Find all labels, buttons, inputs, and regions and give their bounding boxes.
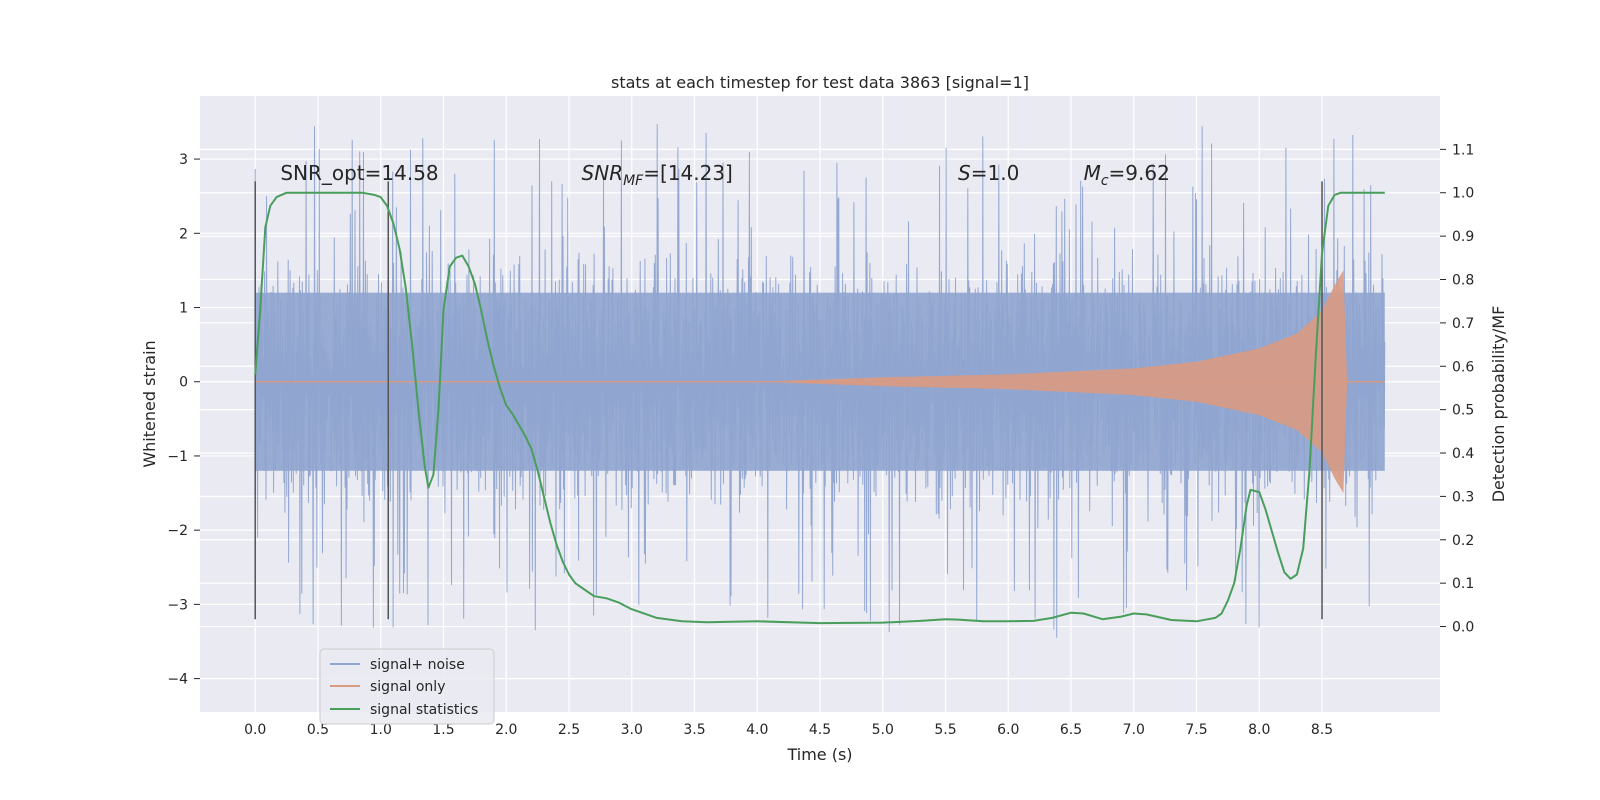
- annotation-part: S: [958, 161, 971, 185]
- annotation-snr-opt: SNR_opt=14.58: [280, 161, 438, 185]
- x-tick-label: 8.0: [1248, 722, 1270, 738]
- annotation-snr-mf: SNRMF=[14.23]: [582, 161, 733, 189]
- y2-axis-ticks: 1.1 1.0 0.9 0.8 0.7 0.6 0.5 0.4 0.3 0.2 0.1 0.0: [1440, 142, 1474, 636]
- x-tick-label: 7.0: [1123, 722, 1145, 738]
- annotation-part: c: [1101, 173, 1109, 189]
- y2-tick-label: 0.5: [1452, 403, 1474, 419]
- legend: signal+ noise signal only signal statist…: [319, 648, 495, 725]
- y-axis-label: Whitened strain: [140, 340, 159, 467]
- x-tick-label: 4.0: [746, 722, 768, 738]
- y-tick-label: −4: [167, 672, 188, 688]
- annotation-part: =[14.23]: [643, 161, 733, 185]
- x-tick-label: 0.0: [244, 722, 266, 738]
- chart-title: stats at each timestep for test data 386…: [611, 73, 1029, 92]
- y-tick-label: 1: [179, 301, 188, 317]
- legend-box: [319, 648, 495, 725]
- signal-only-series: [255, 270, 1385, 494]
- y2-tick-label: 0.0: [1452, 620, 1474, 636]
- y-tick-label: −3: [167, 597, 188, 613]
- annotation-mc-value: Mc=9.62: [1084, 161, 1170, 189]
- y2-tick-label: 0.2: [1452, 533, 1474, 549]
- x-tick-label: 3.5: [683, 722, 705, 738]
- annotation-part: SNR: [582, 161, 624, 185]
- annotation-s-value: S=1.0: [958, 161, 1019, 185]
- y2-tick-label: 0.9: [1452, 229, 1474, 245]
- y-tick-label: 3: [179, 152, 188, 168]
- y2-tick-label: 0.6: [1452, 359, 1474, 375]
- annotations: SNR_opt=14.58 SNRMF=[14.23] S=1.0 Mc=9.62: [280, 161, 1170, 189]
- x-tick-label: 1.5: [432, 722, 454, 738]
- x-tick-label: 1.0: [370, 722, 392, 738]
- legend-label-signal-only: signal only: [370, 679, 445, 695]
- y2-tick-label: 0.7: [1452, 316, 1474, 332]
- y-tick-label: −2: [167, 523, 188, 539]
- x-tick-label: 3.0: [621, 722, 643, 738]
- y2-axis-label: Detection probability/MF: [1489, 306, 1508, 503]
- x-tick-label: 8.5: [1311, 722, 1333, 738]
- y2-tick-label: 0.3: [1452, 489, 1474, 505]
- annotation-part: MF: [623, 173, 644, 189]
- noise-line: [254, 124, 1386, 638]
- statistics-line: [254, 191, 1385, 625]
- y2-tick-label: 1.1: [1452, 142, 1474, 158]
- x-tick-label: 5.0: [872, 722, 894, 738]
- signal-statistics-series: [254, 191, 1385, 625]
- x-tick-label: 7.5: [1185, 722, 1207, 738]
- x-tick-label: 6.0: [997, 722, 1019, 738]
- x-axis-ticks: 0.0 0.5 1.0 1.5 2.0 2.5 3.0 3.5 4.0 4.5 5.0 5.5 6.0 6…: [244, 722, 1333, 738]
- y-tick-label: 2: [179, 226, 188, 242]
- annotation-part: M: [1084, 161, 1101, 185]
- annotation-part: SNR_opt=14.58: [280, 161, 438, 185]
- x-tick-label: 4.5: [809, 722, 831, 738]
- y-tick-label: 0: [179, 375, 188, 391]
- legend-label-signal-noise: signal+ noise: [370, 657, 465, 673]
- y2-tick-label: 0.8: [1452, 272, 1474, 288]
- x-tick-label: 5.5: [934, 722, 956, 738]
- y-tick-label: −1: [167, 449, 188, 465]
- annotation-part: =9.62: [1109, 161, 1170, 185]
- legend-label-signal-statistics: signal statistics: [370, 702, 478, 718]
- y-axis-ticks: 3 2 1 0 −1 −2 −3 −4: [167, 152, 200, 688]
- x-tick-label: 2.5: [558, 722, 580, 738]
- x-tick-label: 0.5: [307, 722, 329, 738]
- x-axis-label: Time (s): [786, 745, 852, 764]
- annotation-part: =1.0: [971, 161, 1020, 185]
- y2-tick-label: 1.0: [1452, 186, 1474, 202]
- y2-tick-label: 0.4: [1452, 446, 1474, 462]
- x-tick-label: 2.0: [495, 722, 517, 738]
- y2-tick-label: 0.1: [1452, 576, 1474, 592]
- x-tick-label: 6.5: [1060, 722, 1082, 738]
